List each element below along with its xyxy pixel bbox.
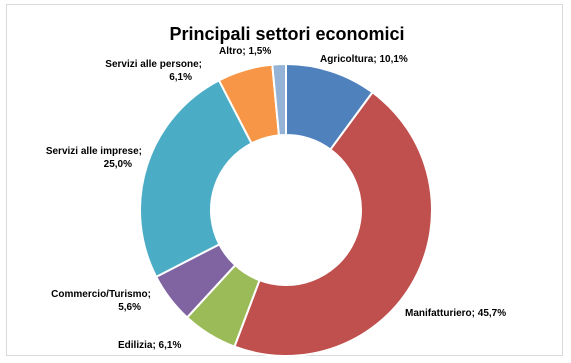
- data-label-manifatturiero: Manifatturiero; 45,7%: [405, 308, 506, 319]
- data-label-servizi-alle-persone: Servizi alle persone; 6,1%: [105, 59, 202, 83]
- data-label-servizi-alle-imprese: Servizi alle imprese; 25,0%: [46, 146, 142, 170]
- slice-servizi-alle-imprese: [139, 78, 253, 279]
- chart-title: Principali settori economici: [169, 24, 404, 44]
- data-label-agricoltura: Agricoltura; 10,1%: [320, 54, 408, 65]
- slice-manifatturiero: [233, 90, 433, 357]
- data-label-commercio-turismo: Commercio/Turismo; 5,6%: [51, 289, 151, 313]
- data-label-edilizia: Edilizia; 6,1%: [118, 340, 181, 351]
- data-label-altro: Altro; 1,5%: [219, 46, 271, 57]
- slice-altro: [271, 62, 287, 137]
